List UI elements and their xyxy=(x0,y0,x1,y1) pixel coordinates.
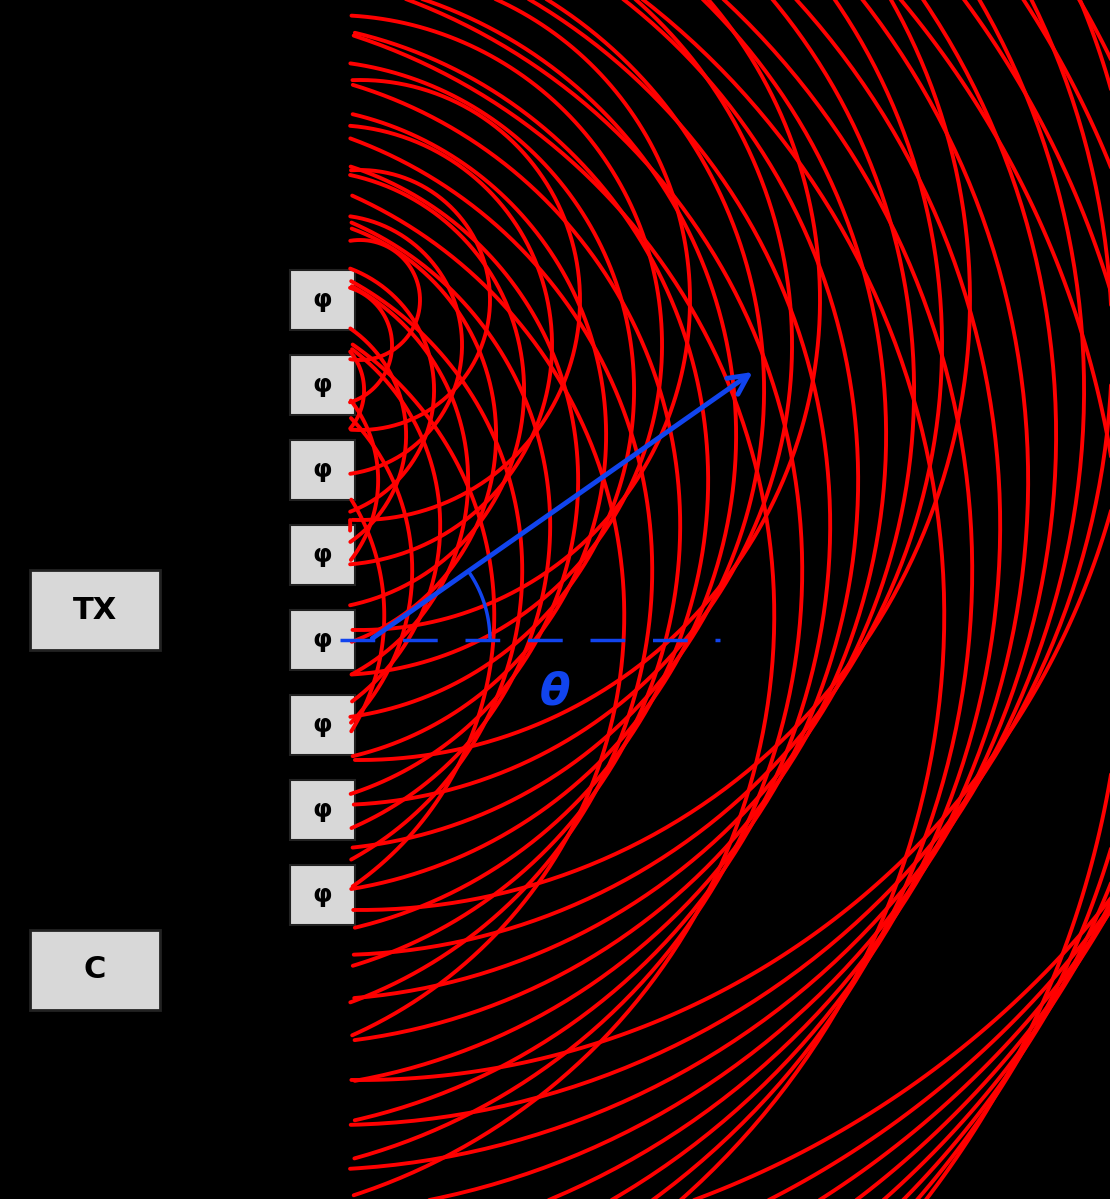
Bar xyxy=(290,695,355,755)
Bar xyxy=(290,270,355,330)
Text: φ: φ xyxy=(313,628,332,652)
Text: φ: φ xyxy=(313,458,332,482)
Text: C: C xyxy=(84,956,107,984)
Bar xyxy=(290,525,355,585)
Text: TX: TX xyxy=(73,596,118,625)
Text: φ: φ xyxy=(313,373,332,397)
Text: φ: φ xyxy=(313,799,332,823)
Bar xyxy=(290,610,355,670)
Bar xyxy=(290,864,355,924)
Bar xyxy=(30,570,160,650)
Text: θ: θ xyxy=(539,670,571,713)
Bar xyxy=(290,355,355,415)
Text: φ: φ xyxy=(313,543,332,567)
Text: φ: φ xyxy=(313,713,332,737)
Text: φ: φ xyxy=(313,288,332,312)
Bar xyxy=(290,440,355,500)
Text: φ: φ xyxy=(313,882,332,906)
Bar xyxy=(290,781,355,840)
Bar xyxy=(30,930,160,1010)
